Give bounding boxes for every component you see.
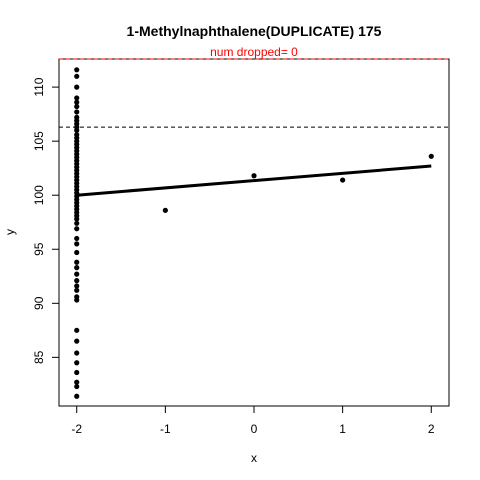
y-tick-label: 105 [32, 131, 46, 151]
data-point [74, 265, 80, 271]
chart-subtitle: num dropped= 0 [210, 45, 298, 59]
data-point [74, 283, 80, 289]
data-point [74, 67, 80, 73]
x-axis: -2 -1 0 1 2 [71, 405, 435, 436]
x-tick-label: 0 [251, 422, 258, 436]
data-point [74, 327, 80, 333]
data-point [74, 109, 80, 115]
data-point [251, 173, 257, 179]
x-axis-label: x [251, 451, 257, 465]
data-point [74, 249, 80, 256]
data-point [74, 73, 80, 79]
y-tick-label: 85 [32, 350, 46, 364]
data-point [74, 259, 80, 265]
data-point [428, 153, 434, 159]
x-tick-label: -2 [71, 422, 82, 436]
data-point [74, 297, 80, 303]
data-point [74, 241, 80, 247]
x-tick-label: 1 [339, 422, 346, 436]
y-axis: 85 90 95 100 105 110 [32, 77, 60, 364]
data-point [74, 360, 80, 366]
x-tick-label: 2 [428, 422, 435, 436]
data-point [74, 235, 80, 242]
y-tick-label: 110 [32, 77, 46, 96]
y-tick-label: 100 [32, 185, 46, 205]
data-point [74, 369, 80, 376]
x-tick-label: -1 [160, 422, 171, 436]
data-point [74, 84, 80, 90]
y-axis-label: y [3, 229, 17, 235]
data-point [74, 278, 80, 284]
data-point [74, 383, 80, 390]
data-point [74, 220, 80, 226]
data-point [74, 226, 80, 232]
y-tick-label: 90 [32, 296, 46, 310]
chart-title: 1-Methylnaphthalene(DUPLICATE) 175 [127, 23, 382, 39]
y-tick-label: 95 [32, 242, 46, 256]
reference-lines [59, 58, 449, 128]
data-point [74, 338, 80, 344]
data-point [74, 103, 80, 110]
data-point [74, 287, 80, 293]
fit-line [76, 164, 432, 197]
data-point [74, 99, 80, 105]
data-point [74, 350, 80, 356]
data-point [74, 216, 80, 222]
data-point [74, 271, 80, 277]
data-point [74, 95, 80, 101]
data-points [74, 67, 434, 399]
data-point [74, 379, 80, 385]
data-point [74, 127, 80, 133]
data-point [340, 177, 346, 183]
fit-line-group [76, 164, 432, 197]
data-point [162, 207, 168, 213]
data-point [74, 393, 80, 399]
